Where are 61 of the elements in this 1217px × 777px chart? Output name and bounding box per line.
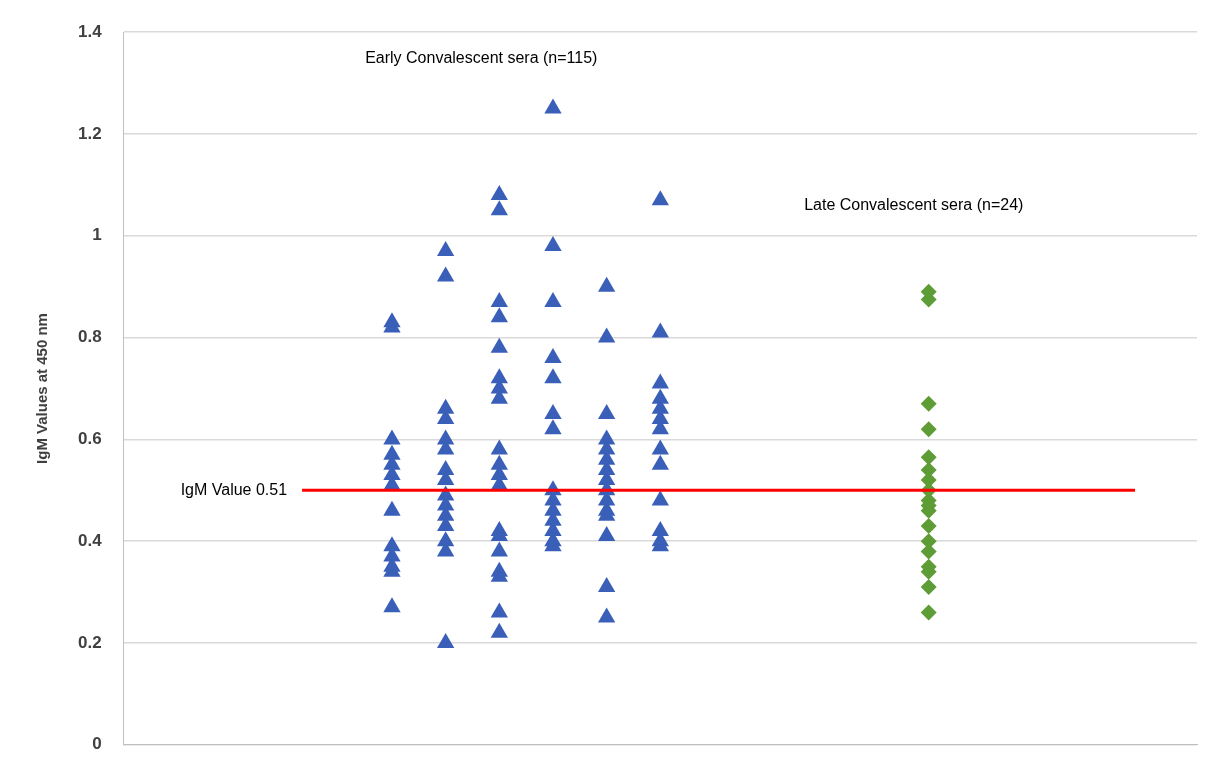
point	[544, 291, 562, 307]
point	[383, 500, 401, 516]
point	[436, 266, 455, 282]
point	[490, 337, 508, 353]
point	[383, 536, 401, 552]
point	[597, 577, 616, 593]
point	[544, 419, 562, 435]
point	[544, 98, 562, 114]
point	[651, 521, 669, 537]
point	[597, 607, 616, 623]
point	[544, 368, 562, 384]
point	[651, 190, 669, 206]
point	[544, 347, 562, 363]
point	[490, 602, 508, 618]
ref-line-label: IgM Value 0.51	[180, 480, 288, 498]
point	[490, 561, 508, 577]
point	[490, 368, 508, 384]
point	[597, 276, 616, 292]
y-tick-label: 0.8	[77, 327, 102, 347]
point	[490, 200, 508, 216]
point	[383, 597, 401, 613]
y-axis-title: IgM Values at 450 nm	[33, 313, 51, 464]
point	[383, 312, 401, 328]
y-tick-label: 0.2	[77, 632, 102, 652]
point	[490, 521, 508, 537]
annotation: Early Convalescent sera (n=115)	[365, 48, 598, 66]
y-tick-label: 0.6	[77, 429, 102, 449]
point	[651, 322, 669, 338]
point	[436, 398, 455, 414]
point	[651, 373, 669, 389]
point	[490, 307, 508, 323]
point	[651, 388, 669, 404]
point	[490, 622, 508, 638]
point	[436, 241, 455, 257]
y-tick-label: 1.2	[77, 123, 102, 143]
point	[490, 439, 508, 455]
point	[651, 490, 669, 506]
y-tick-label: 0	[92, 734, 102, 754]
point	[597, 327, 616, 343]
point	[490, 541, 508, 557]
point	[383, 444, 401, 460]
point	[597, 429, 616, 445]
point	[597, 403, 616, 419]
point	[544, 403, 562, 419]
point	[436, 459, 455, 475]
point	[544, 235, 562, 251]
point	[490, 185, 508, 201]
point	[920, 517, 937, 534]
annotation: Late Convalescent sera (n=24)	[804, 195, 1024, 213]
point	[597, 526, 616, 542]
y-tick-label: 0.4	[77, 530, 103, 550]
y-tick-label: 1	[92, 225, 102, 245]
y-tick-label: 1.4	[77, 21, 103, 41]
point	[651, 454, 669, 470]
point	[490, 454, 508, 470]
point	[436, 531, 455, 547]
point	[436, 429, 455, 445]
point	[383, 429, 401, 445]
point	[436, 633, 455, 648]
point	[490, 291, 508, 307]
point	[651, 439, 669, 455]
